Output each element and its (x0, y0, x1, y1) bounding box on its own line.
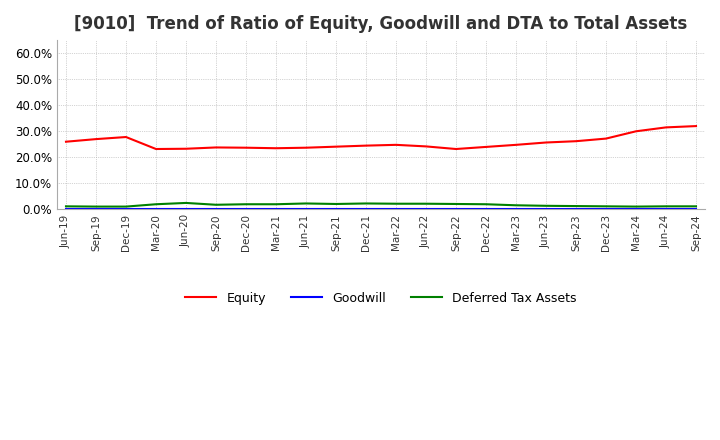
Legend: Equity, Goodwill, Deferred Tax Assets: Equity, Goodwill, Deferred Tax Assets (180, 287, 582, 310)
Deferred Tax Assets (602, 204, 611, 209)
Goodwill (602, 206, 611, 212)
Goodwill (302, 206, 310, 212)
Equity (422, 144, 431, 149)
Equity (152, 147, 161, 152)
Deferred Tax Assets (212, 202, 220, 207)
Goodwill (392, 206, 400, 212)
Line: Equity: Equity (66, 126, 696, 149)
Equity (271, 146, 280, 151)
Equity (602, 136, 611, 141)
Equity (572, 139, 580, 144)
Equity (512, 142, 521, 147)
Equity (631, 128, 640, 134)
Equity (181, 146, 190, 151)
Goodwill (631, 206, 640, 212)
Deferred Tax Assets (122, 204, 130, 209)
Goodwill (271, 206, 280, 212)
Equity (361, 143, 370, 148)
Deferred Tax Assets (572, 203, 580, 209)
Goodwill (122, 206, 130, 212)
Goodwill (422, 206, 431, 212)
Equity (541, 140, 550, 145)
Equity (332, 144, 341, 149)
Goodwill (332, 206, 341, 212)
Line: Deferred Tax Assets: Deferred Tax Assets (66, 203, 696, 207)
Goodwill (361, 206, 370, 212)
Deferred Tax Assets (422, 201, 431, 206)
Equity (662, 125, 670, 130)
Goodwill (62, 206, 71, 212)
Goodwill (512, 206, 521, 212)
Deferred Tax Assets (512, 203, 521, 208)
Equity (392, 142, 400, 147)
Equity (482, 144, 490, 150)
Equity (122, 134, 130, 139)
Goodwill (242, 206, 251, 212)
Deferred Tax Assets (692, 204, 701, 209)
Deferred Tax Assets (482, 202, 490, 207)
Deferred Tax Assets (631, 204, 640, 209)
Equity (212, 145, 220, 150)
Goodwill (181, 206, 190, 212)
Deferred Tax Assets (91, 204, 100, 209)
Deferred Tax Assets (332, 202, 341, 207)
Goodwill (152, 206, 161, 212)
Deferred Tax Assets (361, 201, 370, 206)
Goodwill (482, 206, 490, 212)
Deferred Tax Assets (181, 200, 190, 205)
Title: [9010]  Trend of Ratio of Equity, Goodwill and DTA to Total Assets: [9010] Trend of Ratio of Equity, Goodwil… (74, 15, 688, 33)
Deferred Tax Assets (152, 202, 161, 207)
Equity (451, 147, 460, 152)
Deferred Tax Assets (541, 203, 550, 209)
Equity (91, 136, 100, 142)
Goodwill (692, 206, 701, 212)
Equity (62, 139, 71, 144)
Goodwill (572, 206, 580, 212)
Equity (302, 145, 310, 150)
Goodwill (212, 206, 220, 212)
Goodwill (451, 206, 460, 212)
Deferred Tax Assets (451, 202, 460, 207)
Deferred Tax Assets (302, 201, 310, 206)
Equity (692, 124, 701, 129)
Deferred Tax Assets (392, 201, 400, 206)
Goodwill (662, 206, 670, 212)
Goodwill (91, 206, 100, 212)
Deferred Tax Assets (662, 204, 670, 209)
Deferred Tax Assets (62, 204, 71, 209)
Deferred Tax Assets (242, 202, 251, 207)
Deferred Tax Assets (271, 202, 280, 207)
Goodwill (541, 206, 550, 212)
Equity (242, 145, 251, 150)
